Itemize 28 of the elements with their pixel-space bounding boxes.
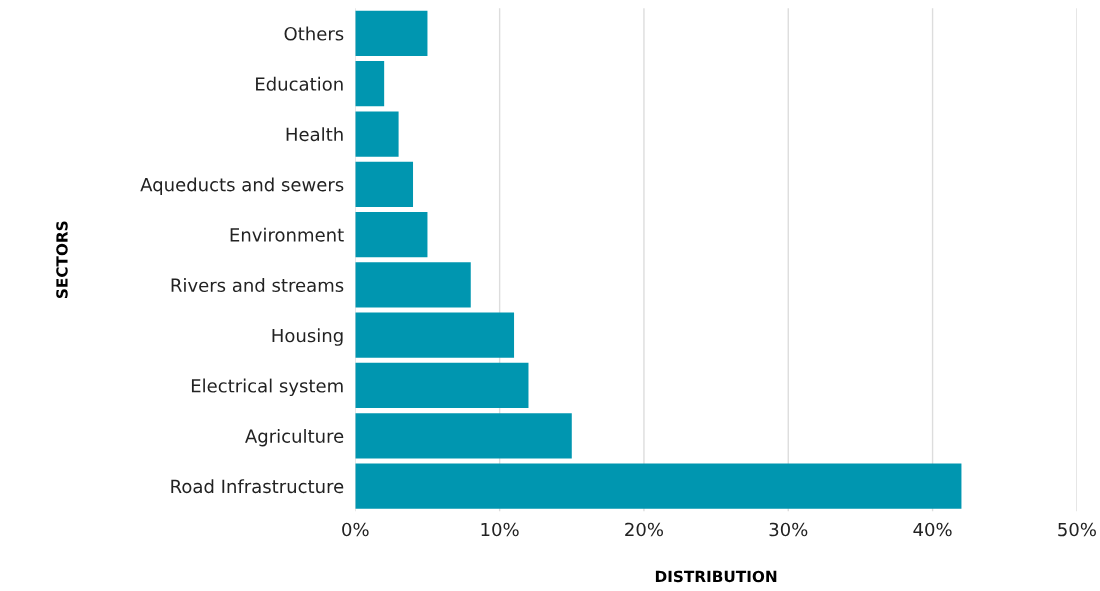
y-axis-title: SECTORS xyxy=(56,221,68,299)
x-axis-title: DISTRIBUTION xyxy=(655,570,777,583)
bar xyxy=(355,362,529,409)
x-tick-label: 40% xyxy=(913,522,952,537)
bar xyxy=(355,211,428,258)
y-tick-label: Road Infrastructure xyxy=(171,479,344,494)
bar xyxy=(355,463,962,509)
x-tick-label: 20% xyxy=(625,522,664,537)
bar xyxy=(355,262,471,308)
bar xyxy=(355,61,385,107)
y-tick-label: Health xyxy=(286,127,343,142)
bar xyxy=(355,413,572,459)
x-tick-label: 10% xyxy=(481,522,519,537)
y-tick-label: Others xyxy=(284,26,344,41)
bar xyxy=(355,312,515,358)
x-tick-label: 50% xyxy=(1058,522,1096,537)
y-tick-label: Rivers and streams xyxy=(171,278,344,293)
x-tick-label: 30% xyxy=(769,522,808,537)
bar xyxy=(355,111,399,157)
y-tick-label: Environment xyxy=(230,227,344,242)
bar xyxy=(355,10,428,57)
y-tick-label: Aqueducts and sewers xyxy=(140,177,344,195)
y-tick-label: Education xyxy=(256,76,343,91)
x-tick-label: 0% xyxy=(342,522,369,537)
y-tick-label: Agriculture xyxy=(245,428,344,447)
y-tick-label: Electrical system xyxy=(191,378,343,397)
y-tick-label: Housing xyxy=(272,328,343,346)
bar xyxy=(355,161,414,207)
